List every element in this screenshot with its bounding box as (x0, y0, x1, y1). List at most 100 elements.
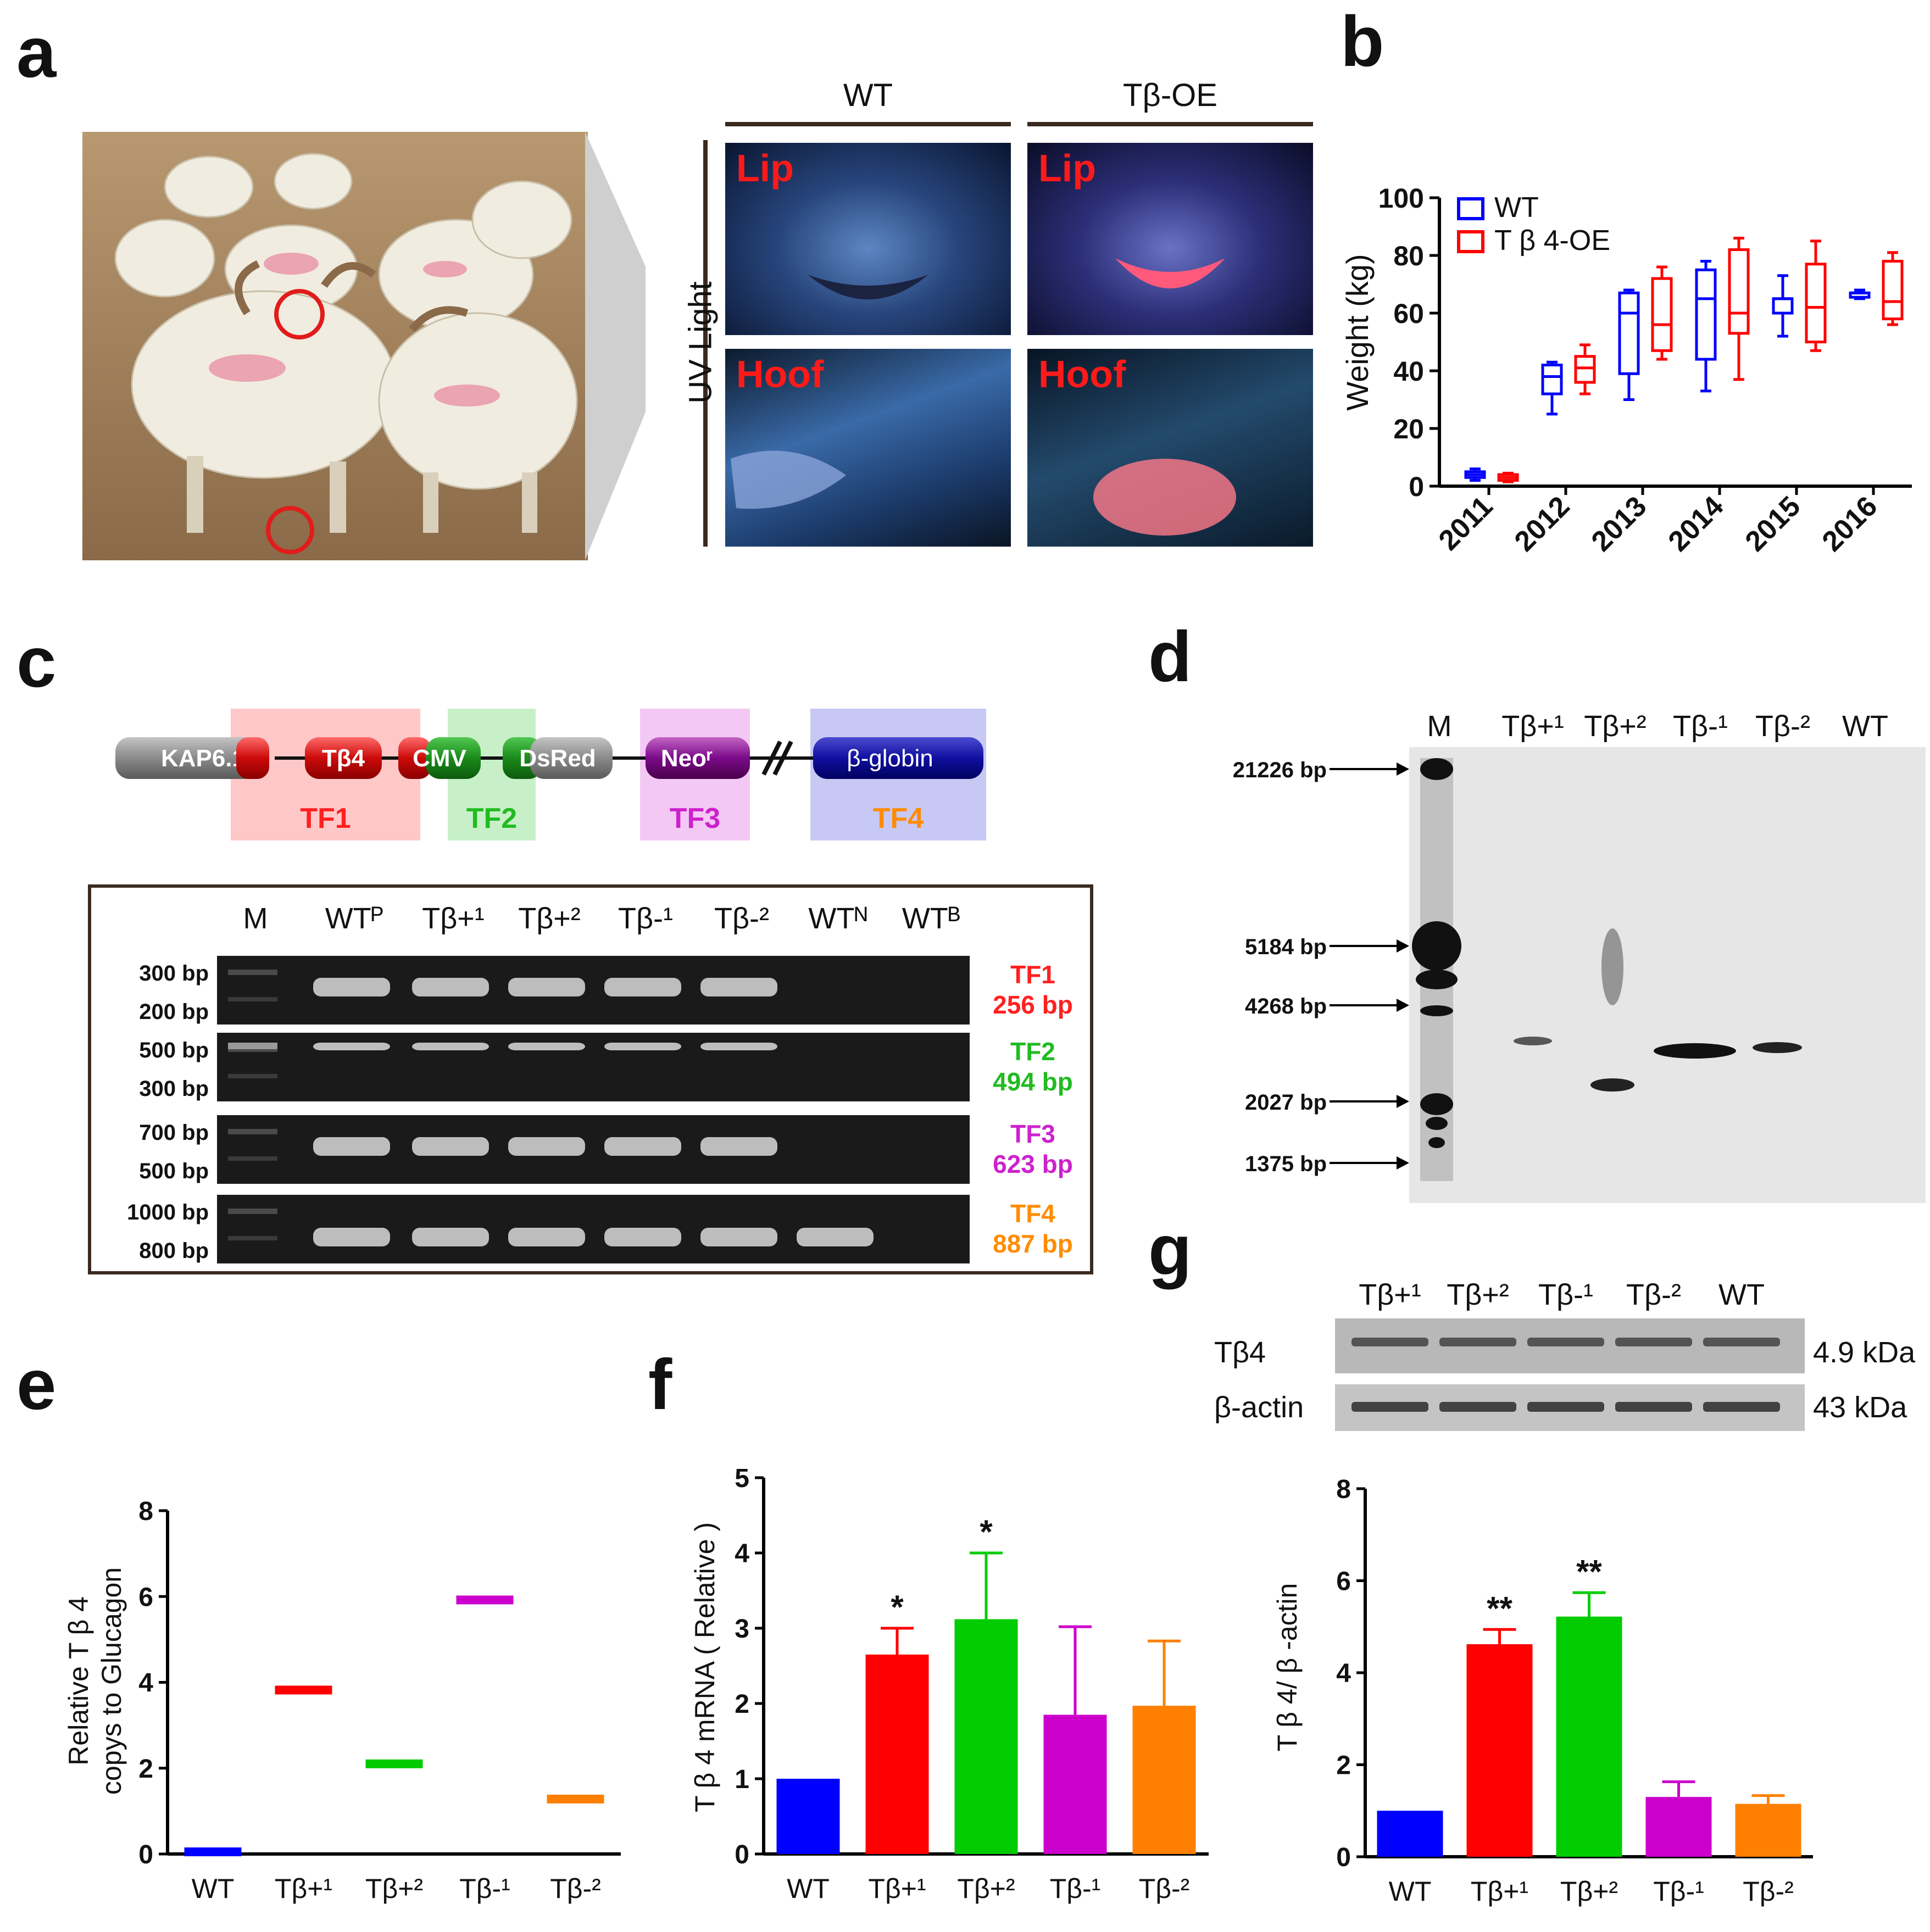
chart-g-significance: ** (1576, 1553, 1602, 1590)
blot-marker-arrowhead (1397, 1095, 1409, 1108)
gel-ladder-band (228, 1156, 277, 1161)
chart-b-box-wt (1772, 274, 1794, 338)
blot-marker-label: 1375 bp (1245, 1152, 1327, 1176)
gel-band (412, 1228, 489, 1246)
western-lane-label: Tβ+¹ (1359, 1278, 1421, 1311)
chart-b-box-oe (1497, 471, 1519, 483)
chart-e-xtick-label: Tβ+¹ (275, 1873, 332, 1904)
gel-fragment-name: TF3 (1010, 1120, 1055, 1148)
gel-ladder-band (228, 970, 277, 975)
gel-band (604, 1228, 681, 1246)
smear-tb-plus2 (1601, 928, 1623, 1005)
lip-marker-circle (274, 289, 325, 339)
chart-b-box-oe (1882, 251, 1904, 326)
chart-b-iqr (1541, 364, 1563, 396)
gel-lane-label: WTᴮ (902, 902, 960, 935)
chart-f-ytick-label: 5 (735, 1464, 749, 1493)
gel-lane-label: WTᴾ (325, 902, 384, 935)
blot-lane-label: WT (1842, 710, 1888, 743)
western-blot: Tβ+¹ Tβ+² Tβ-¹ Tβ-² WT Tβ4 4.9 kDa β-actin 4… (1214, 1278, 1916, 1431)
gel-band (508, 978, 585, 996)
uv-tile-wt-hoof: Hoof (725, 349, 1011, 547)
chart-g-bar (1645, 1797, 1712, 1857)
gel-ladder-bottom: 200 bp (139, 1000, 209, 1024)
blot-row-tb4-size: 4.9 kDa (1813, 1336, 1916, 1369)
gel-band (508, 1137, 585, 1156)
gel-ladder-band (228, 1043, 277, 1049)
dsred-label: DsRed (519, 745, 596, 772)
dsred-element (530, 737, 613, 779)
chart-g-xtick-label: Tβ+² (1560, 1876, 1618, 1907)
chart-b-ytick-label: 60 (1393, 298, 1424, 329)
gel-fragment-size: 887 bp (993, 1229, 1073, 1258)
chart-b-box-wt (1541, 360, 1563, 416)
chart-f-significance: * (980, 1513, 993, 1550)
blot-lane-label: Tβ+² (1584, 710, 1647, 743)
kap-red-end (236, 737, 269, 779)
panel-label-e: e (16, 1344, 57, 1424)
western-lane-label: WT (1718, 1278, 1765, 1311)
tf2-label: TF2 (466, 803, 518, 834)
marker-band-4268 (1420, 1005, 1453, 1016)
tile-label-oe-lip: Lip (1038, 147, 1096, 190)
gel-band (604, 1137, 681, 1156)
col-header-wt-bar (725, 122, 1011, 126)
gel-band (700, 978, 777, 996)
chart-f-xtick-label: Tβ+¹ (868, 1873, 926, 1904)
cmv-red (398, 737, 431, 779)
western-band-tb4 (1703, 1338, 1780, 1346)
gel-ladder-band (228, 997, 277, 1001)
panel-c: KAP6.1 Tβ4 CMV DsRed Neoʳ β-globin TF1 T… (0, 692, 1126, 1307)
chart-g-bar (1735, 1803, 1801, 1857)
chart-b-box-wt (1464, 467, 1486, 482)
chart-b-xtick-label: 2015 (1739, 490, 1807, 558)
gel-fragment-size: 494 bp (993, 1067, 1073, 1096)
gel-lane-label: Tβ-² (714, 902, 769, 935)
chart-b-box-oe (1728, 237, 1750, 381)
gel-fragment-name: TF2 (1010, 1037, 1055, 1066)
western-band-actin (1351, 1402, 1428, 1412)
chart-f-xtick-label: Tβ-¹ (1050, 1873, 1101, 1904)
blot-marker-label: 2027 bp (1245, 1090, 1327, 1115)
chart-e-ylabel-2: copys to Glucagon (96, 1567, 127, 1795)
gel-ladder-band (228, 1129, 277, 1134)
pcr-gel: M WTᴾ Tβ+¹ Tβ+² Tβ-¹ Tβ-² WTᴺ WTᴮ 300 bp 200 bp T… (127, 902, 1073, 1263)
chart-g-ytick-label: 8 (1336, 1475, 1351, 1504)
cmv-label: CMV (413, 745, 466, 772)
chart-e-ytick-label: 8 (138, 1497, 153, 1526)
chart-g-significance: ** (1487, 1590, 1512, 1627)
chart-e-ytick-label: 4 (138, 1669, 153, 1698)
blot-marker-arrowhead (1397, 762, 1409, 776)
blot-marker-label: 21226 bp (1233, 758, 1327, 782)
gel-band (412, 1043, 489, 1050)
gel-ladder-band (228, 1236, 277, 1240)
zoom-wedge (585, 132, 646, 560)
marker-band-2027b (1426, 1117, 1448, 1130)
chart-e-mark (184, 1847, 242, 1857)
panel-label-g: g (1148, 1210, 1192, 1290)
chart-f-ytick-label: 2 (735, 1690, 749, 1719)
western-band-actin (1527, 1402, 1604, 1412)
chart-b-ylabel: Weight (kg) (1340, 254, 1375, 410)
gel-ladder-top: 1000 bp (127, 1200, 209, 1224)
chart-b-xtick-label: 2011 (1433, 490, 1499, 556)
break-mark-2 (772, 740, 793, 776)
chart-e-mark (456, 1595, 514, 1605)
chart-b-legend-wt-swatch (1457, 197, 1484, 220)
chart-b-iqr (1651, 277, 1673, 352)
chart-b-box-wt (1849, 288, 1871, 300)
chart-g-bar (1466, 1644, 1533, 1857)
chart-g-ytick-label: 4 (1336, 1659, 1351, 1688)
chart-e-mark (547, 1795, 604, 1803)
blot-lane-label: Tβ-¹ (1673, 710, 1728, 743)
tf3-label: TF3 (669, 803, 721, 834)
kap-label: KAP6.1 (161, 745, 246, 772)
blot-membrane (1409, 747, 1926, 1203)
neo-label: Neoʳ (661, 745, 713, 772)
chart-b-box-oe (1805, 240, 1827, 352)
tb4-label: Tβ4 (322, 745, 365, 772)
marker-band-21226 (1420, 758, 1453, 780)
gel-fragment-name: TF4 (1010, 1199, 1055, 1228)
